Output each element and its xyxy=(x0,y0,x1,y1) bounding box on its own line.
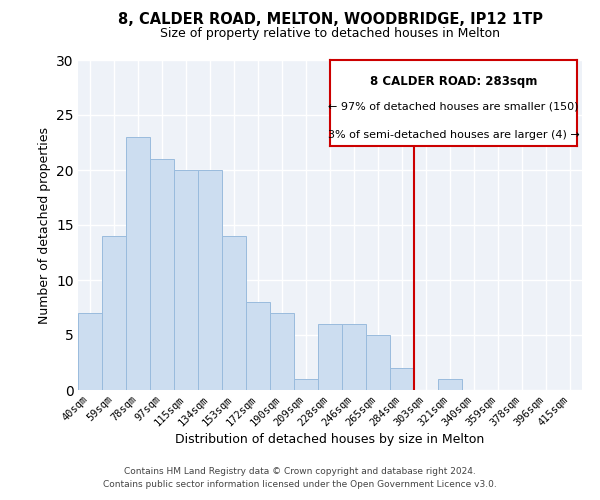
Text: 8, CALDER ROAD, MELTON, WOODBRIDGE, IP12 1TP: 8, CALDER ROAD, MELTON, WOODBRIDGE, IP12… xyxy=(118,12,542,28)
Bar xyxy=(78,313,102,390)
Bar xyxy=(366,335,390,390)
X-axis label: Distribution of detached houses by size in Melton: Distribution of detached houses by size … xyxy=(175,434,485,446)
Text: Contains HM Land Registry data © Crown copyright and database right 2024.: Contains HM Land Registry data © Crown c… xyxy=(124,467,476,476)
Bar xyxy=(150,159,174,390)
Bar xyxy=(438,379,462,390)
Text: Contains public sector information licensed under the Open Government Licence v3: Contains public sector information licen… xyxy=(103,480,497,489)
Bar xyxy=(222,236,246,390)
Bar xyxy=(294,379,318,390)
Text: Size of property relative to detached houses in Melton: Size of property relative to detached ho… xyxy=(160,28,500,40)
Y-axis label: Number of detached properties: Number of detached properties xyxy=(38,126,50,324)
Bar xyxy=(270,313,294,390)
Bar xyxy=(198,170,222,390)
Bar xyxy=(390,368,414,390)
Bar xyxy=(174,170,198,390)
Bar xyxy=(246,302,270,390)
Bar xyxy=(102,236,126,390)
Bar xyxy=(342,324,366,390)
Bar xyxy=(318,324,342,390)
Bar xyxy=(126,137,150,390)
